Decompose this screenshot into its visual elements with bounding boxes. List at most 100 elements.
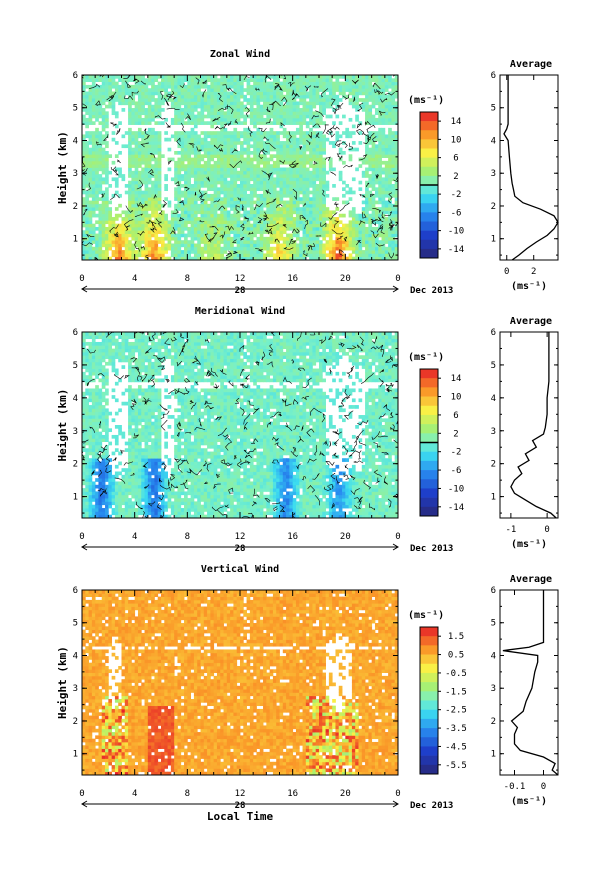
y-tick-label: 4 [73, 394, 78, 404]
average-profile: Average 1 2 3 4 5 6 -1 0 (ms⁻¹) [491, 316, 559, 550]
day-label: 28 [235, 544, 246, 554]
x-tick-label: 20 [340, 532, 351, 542]
colorbar-tick-label: -0.5 [445, 669, 467, 679]
average-y-tick-label: 5 [491, 104, 496, 114]
y-tick-label: 3 [73, 169, 78, 179]
colorbar-tick-label: 10 [451, 393, 462, 403]
average-y-tick-label: 5 [491, 619, 496, 629]
average-x-tick-label: 0 [544, 525, 549, 535]
average-title: Average [510, 59, 552, 70]
x-tick-label: 0 [395, 274, 400, 284]
colorbar-frame [419, 626, 439, 775]
x-tick-label: 16 [287, 274, 298, 284]
x-tick-label: 20 [340, 274, 351, 284]
heatmap [82, 590, 399, 776]
y-tick-label: 6 [73, 586, 78, 596]
colorbar-tick-label: 6 [453, 154, 458, 164]
colorbar: (ms⁻¹) 1.5 0.5 -0.5 -1.5 -2.5 -3.5 -4.5 -5.5 [408, 610, 467, 775]
day-label: 28 [235, 801, 246, 811]
heatmap [82, 75, 399, 261]
average-x-tick-label: 2 [531, 267, 536, 277]
panel-title: Meridional Wind [195, 305, 285, 317]
average-profile: Average 1 2 3 4 5 6 0 2 (ms⁻¹) [491, 59, 559, 292]
colorbar-tick-label: 10 [451, 135, 462, 145]
average-y-tick-label: 1 [491, 750, 496, 760]
y-tick-label: 3 [73, 684, 78, 694]
average-y-tick-label: 3 [491, 427, 496, 437]
average-profile: Average 1 2 3 4 5 6 -0.1 0 (ms⁻¹) [491, 574, 559, 807]
heatmap [82, 332, 399, 519]
average-y-tick-label: 4 [491, 136, 496, 146]
x-tick-label: 0 [395, 789, 400, 799]
colorbar-tick-label: -2 [451, 190, 462, 200]
colorbar-tick-label: 2 [453, 172, 458, 182]
colorbar-tick-label: 2 [453, 429, 458, 439]
x-axis-label: Local Time [207, 810, 274, 823]
average-y-tick-label: 2 [491, 202, 496, 212]
y-axis-label: Height (km) [56, 389, 69, 462]
colorbar-tick-label: -10 [448, 484, 464, 494]
x-tick-label: 12 [235, 532, 246, 542]
x-tick-label: 16 [287, 532, 298, 542]
colorbar-unit: (ms⁻¹) [408, 352, 444, 363]
y-tick-label: 5 [73, 619, 78, 629]
colorbar-tick-label: -14 [448, 503, 464, 513]
colorbar-tick-label: 1.5 [448, 632, 464, 642]
average-y-tick-label: 6 [491, 586, 496, 596]
x-tick-label: 4 [132, 789, 137, 799]
x-tick-label: 8 [185, 532, 190, 542]
average-line [510, 332, 557, 519]
x-tick-label: 12 [235, 274, 246, 284]
colorbar-tick-label: 6 [453, 411, 458, 421]
average-title: Average [510, 574, 552, 585]
x-tick-label: 0 [79, 274, 84, 284]
average-y-tick-label: 4 [491, 651, 496, 661]
colorbar-tick-label: -2.5 [445, 706, 467, 716]
x-tick-label: 0 [395, 532, 400, 542]
colorbar-tick-label: -10 [448, 227, 464, 237]
colorbar-tick-label: -3.5 [445, 724, 467, 734]
colorbar-tick-label: -4.5 [445, 742, 467, 752]
contour-lines [81, 74, 399, 261]
average-x-label: (ms⁻¹) [511, 281, 547, 292]
average-x-tick-label: -0.1 [504, 782, 526, 792]
y-tick-label: 3 [73, 427, 78, 437]
average-title: Average [510, 316, 552, 327]
average-x-label: (ms⁻¹) [511, 796, 547, 807]
average-x-tick-label: 0 [504, 267, 509, 277]
average-y-tick-label: 5 [491, 361, 496, 371]
colorbar-tick-label: -2 [451, 448, 462, 458]
x-tick-label: 8 [185, 789, 190, 799]
average-y-tick-label: 6 [491, 71, 496, 81]
y-tick-label: 2 [73, 202, 78, 212]
x-tick-label: 12 [235, 789, 246, 799]
colorbar-tick-label: -6 [451, 466, 462, 476]
average-frame [499, 331, 559, 519]
average-y-tick-label: 1 [491, 235, 496, 245]
panel-title: Vertical Wind [201, 563, 279, 575]
contour-lines [81, 331, 399, 519]
x-tick-label: 0 [79, 789, 84, 799]
colorbar-tick-label: 14 [451, 117, 462, 127]
average-line [502, 590, 559, 776]
month-label: Dec 2013 [410, 801, 453, 811]
y-tick-label: 5 [73, 361, 78, 371]
average-frame [499, 74, 559, 261]
average-y-tick-label: 6 [491, 328, 496, 338]
colorbar-unit: (ms⁻¹) [408, 610, 444, 621]
y-axis-label: Height (km) [56, 646, 69, 719]
average-x-label: (ms⁻¹) [511, 539, 547, 550]
y-tick-label: 1 [73, 493, 78, 503]
y-tick-label: 1 [73, 750, 78, 760]
x-tick-label: 20 [340, 789, 351, 799]
y-tick-label: 5 [73, 104, 78, 114]
average-y-tick-label: 3 [491, 684, 496, 694]
colorbar: (ms⁻¹) 14 10 6 2 -2 -6 -10 -14 [408, 95, 464, 259]
average-y-tick-label: 1 [491, 493, 496, 503]
colorbar-tick-label: 0.5 [448, 651, 464, 661]
y-tick-label: 2 [73, 717, 78, 727]
